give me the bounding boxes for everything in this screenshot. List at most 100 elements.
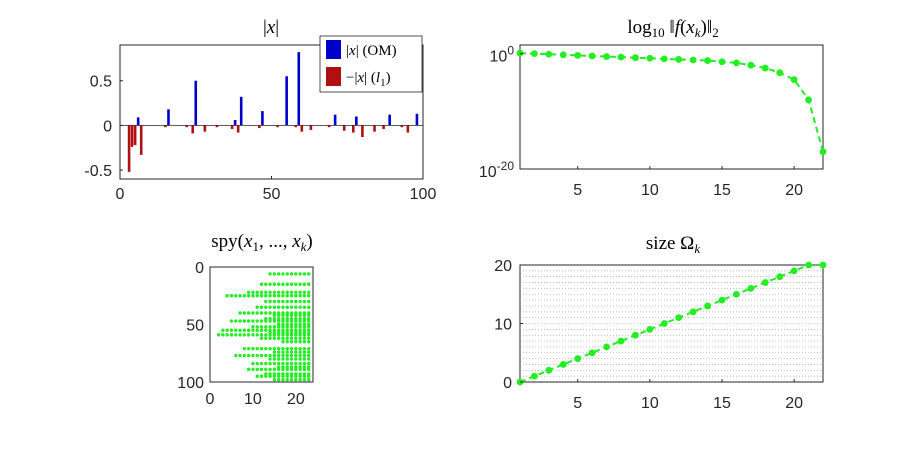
spy-dot xyxy=(289,305,294,309)
spy-dot xyxy=(289,294,294,298)
spy-dot xyxy=(276,353,281,358)
size-point xyxy=(574,355,582,362)
spy-dot xyxy=(298,272,302,276)
spy-dot xyxy=(272,333,277,337)
spy-dot xyxy=(289,350,294,354)
spy-dot xyxy=(302,374,307,378)
size-ticks: 5 10 15 20 0 10 20 xyxy=(494,258,803,412)
spy-dot xyxy=(307,367,311,372)
spy-dot xyxy=(285,346,289,351)
spy-dot xyxy=(298,350,302,354)
spy-dot xyxy=(281,357,285,361)
size-point xyxy=(733,290,740,298)
bar-l1 xyxy=(258,125,261,129)
spy-dot xyxy=(251,328,255,332)
log-point xyxy=(574,51,582,59)
size-y-tick-label: 10 xyxy=(494,317,512,334)
size-point xyxy=(603,343,610,351)
spy-dot xyxy=(302,319,307,323)
spy-dot xyxy=(294,346,298,351)
spy-dot xyxy=(264,333,268,337)
spy-dot xyxy=(221,328,225,332)
bar-x-tick-label: 100 xyxy=(410,186,437,203)
log-point xyxy=(632,54,639,62)
spy-dot xyxy=(307,294,311,298)
spy-dot xyxy=(264,361,268,366)
bar-om xyxy=(297,52,301,126)
spy-dot xyxy=(238,319,242,323)
bar-y-tick-label: 0 xyxy=(103,118,112,135)
spy-dot xyxy=(264,367,268,372)
spy-dot xyxy=(234,353,238,358)
spy-dot xyxy=(259,328,264,332)
spy-dot xyxy=(289,374,294,378)
spy-dot xyxy=(255,325,259,329)
spy-dot xyxy=(307,319,311,323)
log-point xyxy=(790,76,798,84)
legend-swatch-om xyxy=(326,40,341,59)
spy-dot xyxy=(276,374,281,378)
spy-dot xyxy=(294,313,298,317)
bar-om xyxy=(239,96,243,126)
spy-dot xyxy=(246,333,251,337)
size-point xyxy=(790,267,798,275)
bar-x-tick-label: 0 xyxy=(116,186,125,203)
spy-dot xyxy=(255,353,259,358)
spy-dot xyxy=(281,333,285,337)
size-point xyxy=(675,314,683,322)
log-x-tick-label: 15 xyxy=(713,182,731,199)
spy-dot xyxy=(294,299,298,304)
spy-dot xyxy=(264,294,268,298)
spy-dot xyxy=(238,328,242,332)
spy-dot xyxy=(285,299,289,304)
spy-dot xyxy=(302,282,307,286)
log-axes xyxy=(519,44,824,170)
spy-dot xyxy=(246,311,251,315)
spy-dot xyxy=(272,378,277,382)
spy-dot xyxy=(276,313,281,317)
size-x-tick-label: 10 xyxy=(641,395,659,412)
spy-dot xyxy=(272,313,277,317)
spy-dot xyxy=(259,319,264,323)
spy-dot xyxy=(264,319,268,323)
spy-dot xyxy=(281,319,285,323)
spy-dot xyxy=(281,336,285,340)
spy-dot xyxy=(255,305,259,309)
spy-dot xyxy=(276,367,281,372)
log-panel: 5 10 15 20 100 10-20 log10 ‖f(xk)‖2 xyxy=(479,17,827,199)
bar-om xyxy=(261,111,264,126)
spy-dot xyxy=(298,305,302,309)
bar-l1 xyxy=(327,125,331,128)
log-point xyxy=(531,50,538,58)
spy-dot xyxy=(246,353,251,358)
spy-dot xyxy=(281,325,285,329)
spy-dot xyxy=(307,361,311,366)
spy-dot xyxy=(281,282,285,286)
spy-dot xyxy=(302,378,307,382)
log-point xyxy=(776,69,784,77)
spy-dot xyxy=(229,333,234,337)
bar-l1 xyxy=(215,125,219,128)
spy-dot xyxy=(281,272,285,276)
spy-dot xyxy=(272,299,277,304)
size-point xyxy=(776,273,784,281)
spy-dot xyxy=(264,282,268,286)
log-point xyxy=(545,50,553,58)
spy-dot xyxy=(242,346,247,351)
bar-om xyxy=(388,114,391,126)
log-point xyxy=(733,59,740,67)
spy-dot xyxy=(307,282,311,286)
spy-dot xyxy=(264,305,268,309)
spy-dot xyxy=(276,357,281,361)
size-point xyxy=(632,331,639,339)
bar-om xyxy=(333,114,337,126)
bar-l1 xyxy=(406,125,410,133)
spy-ticks: 0 10 20 0 50 100 xyxy=(177,260,305,408)
spy-dot xyxy=(285,357,289,361)
spy-dot xyxy=(255,294,259,298)
spy-dot xyxy=(276,378,281,382)
bar-om xyxy=(285,76,288,126)
spy-dot xyxy=(285,336,289,340)
size-point xyxy=(747,285,755,292)
spy-dot xyxy=(289,361,294,366)
